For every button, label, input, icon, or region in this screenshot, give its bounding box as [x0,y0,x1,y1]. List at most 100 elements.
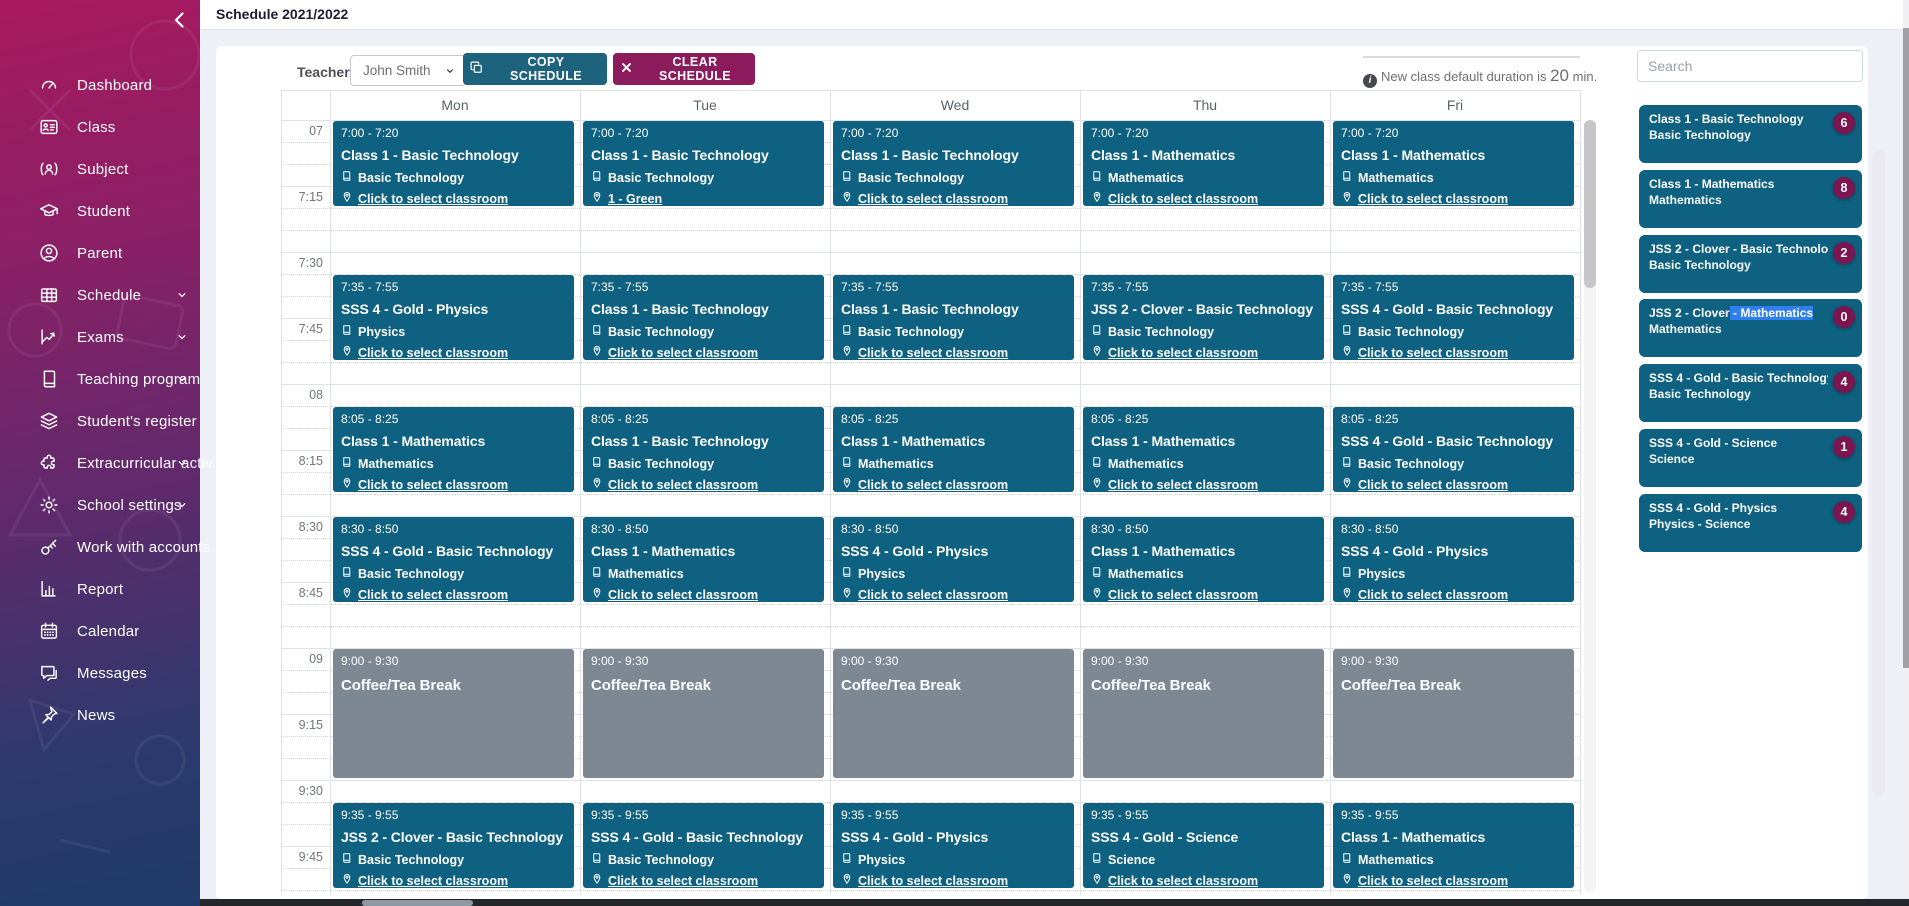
class-event-card[interactable]: 8:05 - 8:25 Class 1 - Mathematics Mathemat… [833,407,1074,492]
event-classroom-link[interactable]: Click to select classroom [1341,873,1566,888]
class-event-card[interactable]: 8:30 - 8:50 Class 1 - Mathematics Mathemat… [1083,517,1324,602]
class-list-item[interactable]: SSS 4 - Gold - Physics Physics - Science 4 [1639,493,1862,552]
event-classroom-link[interactable]: Click to select classroom [1341,191,1566,206]
copy-schedule-button[interactable]: COPY SCHEDULE [463,53,607,85]
event-classroom-link[interactable]: Click to select classroom [1341,345,1566,360]
class-event-card[interactable]: 7:35 - 7:55 Class 1 - Basic Technology Bas… [583,275,824,360]
event-classroom-link[interactable]: Click to select classroom [341,873,566,888]
class-event-card[interactable]: 7:35 - 7:55 SSS 4 - Gold - Physics Physics… [333,275,574,360]
class-event-card[interactable]: 8:05 - 8:25 SSS 4 - Gold - Basic Technolo… [1333,407,1574,492]
class-event-card[interactable]: 8:05 - 8:25 Class 1 - Mathematics Mathemat… [333,407,574,492]
location-pin-icon [1091,345,1103,360]
class-list-item[interactable]: JSS 2 - Clover - Mathematics Mathematics 0 [1639,299,1862,358]
horizontal-scrollbar-thumb[interactable] [362,900,473,906]
sidebar-item-work-with-accounts[interactable]: Work with accounts [0,526,210,568]
class-item-title: SSS 4 - Gold - Science [1649,436,1778,450]
event-classroom-link[interactable]: Click to select classroom [841,477,1066,492]
sidebar-item-extracurricular-activ[interactable]: Extracurricular activ... [0,442,225,484]
duration-info-suffix: min. [1569,69,1598,84]
class-event-card[interactable]: 9:35 - 9:55 JSS 2 - Clover - Basic Techno… [333,803,574,888]
event-classroom-link[interactable]: 1 - Green [591,191,816,206]
class-event-card[interactable]: 7:00 - 7:20 Class 1 - Basic Technology Bas… [333,121,574,206]
sidebar-item-teaching-program[interactable]: Teaching program [0,358,200,400]
event-classroom-link[interactable]: Click to select classroom [591,345,816,360]
class-event-card[interactable]: 8:30 - 8:50 SSS 4 - Gold - Physics Physics… [1333,517,1574,602]
sidebar-item-school-settings[interactable]: School settings [0,484,200,526]
class-event-card[interactable]: 9:35 - 9:55 Class 1 - Mathematics Mathemat… [1333,803,1574,888]
event-classroom-link[interactable]: Click to select classroom [341,345,566,360]
class-event-card[interactable]: 7:00 - 7:20 Class 1 - Mathematics Mathemat… [1333,121,1574,206]
sidebar-item-schedule[interactable]: Schedule [0,274,200,316]
sidebar-collapse-button[interactable] [168,8,194,34]
class-event-card[interactable]: 7:00 - 7:20 Class 1 - Basic Technology Bas… [833,121,1074,206]
event-classroom-link[interactable]: Click to select classroom [1091,191,1316,206]
class-list-item[interactable]: Class 1 - Basic Technology Basic Technolo… [1639,105,1862,163]
event-classroom-link[interactable]: Click to select classroom [341,191,566,206]
event-classroom-link[interactable]: Click to select classroom [1341,477,1566,492]
book-icon [1091,456,1103,471]
class-event-card[interactable]: 8:05 - 8:25 Class 1 - Mathematics Mathemat… [1083,407,1324,492]
break-event-card[interactable]: 9:00 - 9:30 Coffee/Tea Break [333,649,574,778]
class-list-item[interactable]: SSS 4 - Gold - Science Science 1 [1639,429,1862,487]
bottom-bar [200,899,1909,906]
class-event-card[interactable]: 8:05 - 8:25 Class 1 - Basic Technology Bas… [583,407,824,492]
class-event-card[interactable]: 7:35 - 7:55 JSS 2 - Clover - Basic Techno… [1083,275,1324,360]
class-event-card[interactable]: 8:30 - 8:50 Class 1 - Mathematics Mathemat… [583,517,824,602]
sidebar-item-report[interactable]: Report [0,568,200,610]
event-classroom-link[interactable]: Click to select classroom [841,587,1066,602]
class-event-card[interactable]: 9:35 - 9:55 SSS 4 - Gold - Basic Technolo… [583,803,824,888]
class-list-item[interactable]: JSS 2 - Clover - Basic Technology Basic T… [1639,234,1862,293]
class-list-scrollbar[interactable] [1872,150,1885,795]
sidebar-item-student[interactable]: Student [0,190,200,232]
class-event-card[interactable]: 7:35 - 7:55 Class 1 - Basic Technology Bas… [833,275,1074,360]
sidebar-item-subject[interactable]: Subject [0,148,200,190]
teacher-select[interactable]: John Smith [350,55,466,86]
duration-slider-track[interactable] [1363,56,1580,58]
class-event-card[interactable]: 9:35 - 9:55 SSS 4 - Gold - Science Science… [1083,803,1324,888]
location-pin-icon [341,345,353,360]
break-event-card[interactable]: 9:00 - 9:30 Coffee/Tea Break [833,649,1074,778]
event-classroom-link[interactable]: Click to select classroom [591,873,816,888]
sidebar-item-messages[interactable]: Messages [0,652,200,694]
event-classroom-link[interactable]: Click to select classroom [1091,345,1316,360]
event-classroom-link[interactable]: Click to select classroom [591,587,816,602]
class-event-card[interactable]: 8:30 - 8:50 SSS 4 - Gold - Physics Physics… [833,517,1074,602]
break-event-card[interactable]: 9:00 - 9:30 Coffee/Tea Break [1083,649,1324,778]
class-list-item[interactable]: Class 1 - Mathematics Mathematics 8 [1639,169,1862,228]
class-event-card[interactable]: 7:00 - 7:20 Class 1 - Basic Technology Bas… [583,121,824,206]
break-event-card[interactable]: 9:00 - 9:30 Coffee/Tea Break [583,649,824,778]
grid-scrollbar-track[interactable] [1584,120,1596,893]
sidebar-item-calendar[interactable]: Calendar [0,610,200,652]
sidebar-item-news[interactable]: News [0,694,200,736]
class-event-card[interactable]: 8:30 - 8:50 SSS 4 - Gold - Basic Technolo… [333,517,574,602]
break-event-card[interactable]: 9:00 - 9:30 Coffee/Tea Break [1333,649,1574,778]
class-event-card[interactable]: 9:35 - 9:55 SSS 4 - Gold - Physics Physics… [833,803,1074,888]
class-event-card[interactable]: 7:35 - 7:55 SSS 4 - Gold - Basic Technolo… [1333,275,1574,360]
teacher-label: Teacher [297,64,350,80]
class-event-card[interactable]: 7:00 - 7:20 Class 1 - Mathematics Mathemat… [1083,121,1324,206]
time-label: 7:15 [298,190,323,204]
event-classroom-link[interactable]: Click to select classroom [841,191,1066,206]
window-scrollbar-thumb[interactable] [1903,28,1909,668]
location-pin-icon [341,191,353,206]
event-subject: Physics [341,324,566,339]
event-classroom-link[interactable]: Click to select classroom [1341,587,1566,602]
search-input[interactable] [1637,50,1863,82]
location-pin-icon [1091,477,1103,492]
event-classroom-link[interactable]: Click to select classroom [841,873,1066,888]
sidebar-item-student-s-register[interactable]: Student's register [0,400,200,442]
sidebar-item-exams[interactable]: Exams [0,316,200,358]
clear-schedule-button[interactable]: CLEAR SCHEDULE [613,53,755,85]
event-classroom-link[interactable]: Click to select classroom [341,587,566,602]
grid-scrollbar-thumb[interactable] [1584,120,1596,288]
event-classroom-link[interactable]: Click to select classroom [841,345,1066,360]
event-classroom-link[interactable]: Click to select classroom [1091,587,1316,602]
sidebar-item-parent[interactable]: Parent [0,232,200,274]
event-classroom-link[interactable]: Click to select classroom [591,477,816,492]
sidebar-item-class[interactable]: Class [0,106,200,148]
class-list-item[interactable]: SSS 4 - Gold - Basic Technology Basic Tec… [1639,364,1862,423]
event-classroom-link[interactable]: Click to select classroom [1091,477,1316,492]
sidebar-item-dashboard[interactable]: Dashboard [0,64,200,106]
event-classroom-link[interactable]: Click to select classroom [1091,873,1316,888]
event-classroom-link[interactable]: Click to select classroom [341,477,566,492]
